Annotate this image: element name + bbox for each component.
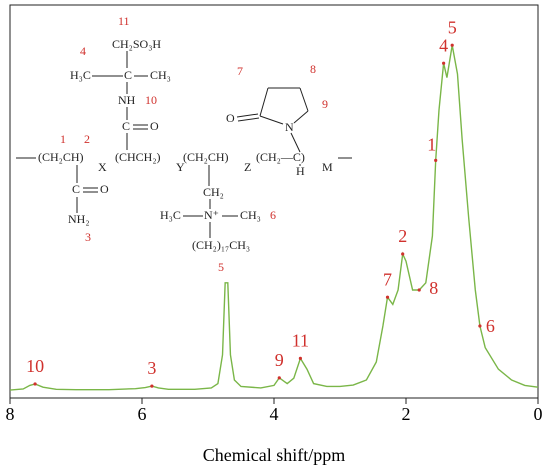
bond	[237, 117, 260, 122]
peak-label: 10	[26, 356, 44, 376]
structure-label: 9	[322, 97, 328, 111]
peak-label: 5	[448, 17, 457, 37]
peak-marker	[150, 384, 154, 388]
x-tick-label: 4	[270, 404, 279, 424]
x-axis-title: Chemical shift/ppm	[203, 445, 345, 465]
bond	[259, 115, 284, 125]
structure-label: C	[124, 68, 132, 82]
structure-label: H	[296, 164, 305, 178]
structure-label: C	[122, 119, 130, 133]
structure-label: X	[98, 160, 107, 174]
x-tick-label: 0	[534, 404, 543, 424]
peak-label: 2	[398, 226, 407, 246]
structure-label: C	[72, 182, 80, 196]
structure-label: 8	[310, 62, 316, 76]
peak-label: 7	[383, 269, 392, 289]
structure-label: 10	[145, 93, 157, 107]
peak-label: 1	[427, 135, 436, 155]
bond	[290, 132, 301, 153]
structure-label: O	[100, 182, 109, 196]
structure-label: NH	[118, 93, 136, 107]
x-tick-label: 2	[402, 404, 411, 424]
structure-label: (CHCH₂)	[115, 150, 161, 164]
peak-marker	[478, 324, 482, 328]
structure-label: N	[285, 120, 294, 134]
peak-label: 8	[429, 278, 438, 298]
structure-label: (CH₂CH)	[183, 150, 229, 164]
peak-marker	[385, 295, 390, 299]
peak-marker	[417, 288, 421, 292]
structure-label: CH₃	[240, 208, 261, 222]
structure-label: 2	[84, 132, 90, 146]
peak-label: 6	[486, 316, 495, 336]
bond	[299, 87, 309, 112]
bond	[259, 87, 269, 117]
bond	[236, 113, 259, 118]
peak-label: 9	[275, 350, 284, 370]
peak-marker	[298, 356, 302, 360]
structure-label: 4	[80, 44, 86, 58]
structure-label: 7	[237, 64, 243, 78]
structure-label: NH₂	[68, 212, 90, 226]
structure-label: Y	[176, 160, 185, 174]
structure-label: 11	[118, 14, 130, 28]
peak-label: 11	[292, 331, 309, 351]
structure-label: CH₂SO₃H	[112, 37, 161, 51]
peak-label: 3	[147, 358, 156, 378]
peak-marker	[277, 376, 281, 380]
bond	[293, 110, 309, 124]
structure-label: 5	[218, 260, 224, 274]
structure-label: (CH₂—C)	[256, 150, 305, 164]
peak-marker	[442, 61, 446, 65]
structure-label: M	[322, 160, 333, 174]
plot-frame	[9, 4, 539, 399]
x-tick-label: 6	[138, 404, 147, 424]
peak-marker	[450, 43, 454, 47]
peak-marker	[434, 158, 438, 162]
x-tick-label: 8	[6, 404, 15, 424]
peak-label: 4	[439, 35, 448, 55]
structure-label: H₃C	[160, 208, 181, 222]
structure-label: 6	[270, 208, 276, 222]
structure-label: H₃C	[70, 68, 91, 82]
structure-label: CH₂	[203, 185, 224, 199]
peak-marker	[33, 382, 37, 386]
structure-label: O	[150, 119, 159, 133]
structure-label: O	[226, 111, 235, 125]
peak-marker	[401, 252, 405, 256]
structure-label: Z	[244, 160, 251, 174]
structure-label: N⁺	[204, 208, 219, 222]
structure-label: (CH₂)₁₇CH₃	[192, 238, 250, 252]
structure-label: (CH₂CH)	[38, 150, 84, 164]
structure-label: 1	[60, 132, 66, 146]
structure-label: 3	[85, 230, 91, 244]
structure-label: CH₃	[150, 68, 171, 82]
